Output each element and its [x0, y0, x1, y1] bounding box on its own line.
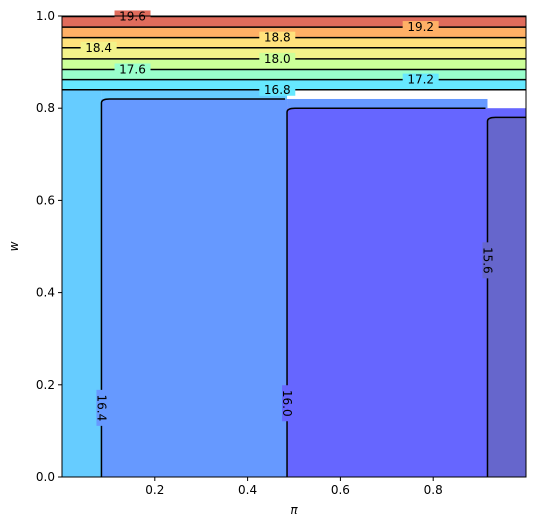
contour-gap-fill-0 — [101, 89, 288, 99]
contour-label: 18.0 — [264, 52, 291, 66]
contour-label: 16.8 — [264, 83, 291, 97]
contour-region-2 — [287, 108, 488, 477]
contour-label-group-8: 16.4 — [94, 389, 108, 426]
x-tick-label: 0.2 — [145, 483, 164, 497]
contour-gap-fill-2 — [487, 108, 526, 118]
x-axis: 0.2 0.4 0.6 0.8 — [145, 477, 443, 497]
contour-label: 16.4 — [94, 394, 108, 421]
x-axis-label: π — [290, 503, 298, 517]
x-tick-label: 0.6 — [331, 483, 350, 497]
contour-label-group-1: 19.2 — [402, 20, 439, 34]
x-tick-label: 0.8 — [424, 483, 443, 497]
contour-region-0 — [62, 89, 102, 477]
contour-label: 17.2 — [407, 73, 434, 87]
y-tick-label: 0.6 — [36, 193, 55, 207]
contour-label: 17.6 — [119, 62, 146, 76]
contour-label-group-10: 15.6 — [480, 242, 494, 279]
contour-label-group-4: 18.0 — [259, 52, 296, 66]
contour-label-group-3: 18.4 — [80, 41, 117, 55]
y-axis-label: w — [7, 241, 21, 251]
contour-label: 19.2 — [407, 20, 434, 34]
y-axis: 0.0 0.2 0.4 0.6 0.8 1.0 — [36, 9, 62, 484]
y-tick-label: 1.0 — [36, 9, 55, 23]
contour-band-1 — [62, 69, 526, 80]
y-tick-label: 0.8 — [36, 101, 55, 115]
plot-frame — [61, 15, 527, 478]
x-tick-label: 0.4 — [238, 483, 257, 497]
contour-label-group-9: 16.0 — [280, 385, 294, 422]
contour-label-group-6: 17.2 — [402, 73, 439, 87]
contour-label-group-2: 18.8 — [259, 31, 296, 45]
contour-region-1 — [101, 98, 288, 477]
contour-line-16 — [286, 107, 486, 477]
contour-band-6 — [62, 16, 526, 28]
contour-label: 18.8 — [264, 31, 291, 45]
contour-region-3 — [487, 117, 526, 478]
y-tick-label: 0.0 — [36, 470, 55, 484]
y-tick-label: 0.4 — [36, 286, 55, 300]
contour-gap-fill-1 — [287, 98, 488, 109]
contour-label: 18.4 — [85, 41, 112, 55]
contour-label: 16.0 — [280, 390, 294, 417]
filled-contour-regions — [62, 16, 526, 478]
contour-line-16.4 — [100, 98, 286, 477]
contour-label-group-7: 16.8 — [259, 83, 296, 97]
contour-label: 15.6 — [480, 247, 494, 274]
contour-labels: 19.619.218.818.418.017.617.216.816.4 16.0… — [80, 9, 494, 426]
contour-line-15.6 — [486, 116, 526, 477]
y-tick-label: 0.2 — [36, 378, 55, 392]
contour-label-group-5: 17.6 — [114, 62, 151, 76]
